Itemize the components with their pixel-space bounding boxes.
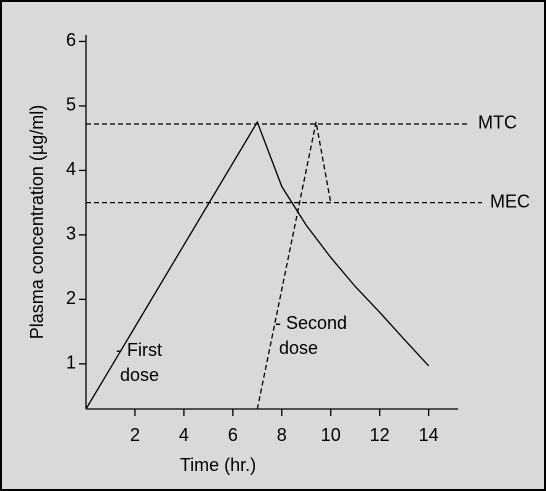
x-tick-label: 6 bbox=[228, 425, 238, 445]
annotation: dose bbox=[120, 365, 159, 385]
y-tick-label: 5 bbox=[66, 95, 76, 115]
x-tick-label: 14 bbox=[419, 425, 439, 445]
x-tick-label: 2 bbox=[130, 425, 140, 445]
annotation: - Second bbox=[275, 313, 347, 333]
x-tick-label: 4 bbox=[179, 425, 189, 445]
annotation: dose bbox=[279, 338, 318, 358]
series-line bbox=[256, 121, 332, 410]
y-axis-label: Plasma concentration (µg/ml) bbox=[27, 105, 47, 339]
x-tick-label: 12 bbox=[370, 425, 390, 445]
y-tick-label: 3 bbox=[66, 224, 76, 244]
annotation: - First bbox=[116, 340, 162, 360]
x-axis-label: Time (hr.) bbox=[180, 455, 256, 475]
y-tick-label: 2 bbox=[66, 288, 76, 308]
x-tick-label: 8 bbox=[277, 425, 287, 445]
y-tick-label: 4 bbox=[66, 159, 76, 179]
series-line bbox=[85, 120, 430, 410]
x-tick-label: 10 bbox=[321, 425, 341, 445]
y-tick-label: 6 bbox=[66, 30, 76, 50]
reference-label: MEC bbox=[490, 191, 530, 211]
y-tick-label: 1 bbox=[66, 353, 76, 373]
reference-label: MTC bbox=[478, 113, 517, 133]
